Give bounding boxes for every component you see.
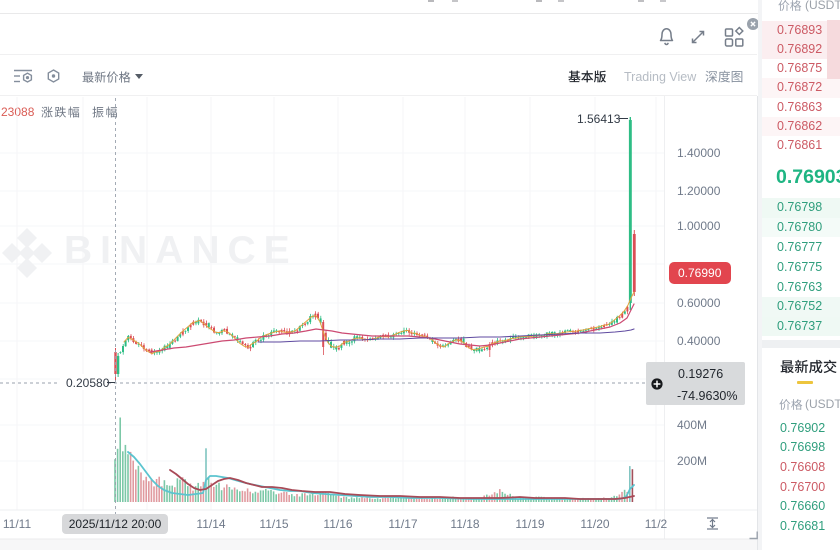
svg-text:11/14: 11/14 (196, 517, 225, 531)
svg-text:11/2: 11/2 (645, 517, 668, 531)
svg-text:11/18: 11/18 (450, 517, 479, 531)
svg-text:BINANCE: BINANCE (64, 229, 298, 272)
svg-text:11/19: 11/19 (515, 517, 544, 531)
svg-text:0.19276: 0.19276 (678, 367, 723, 381)
svg-text:-74.9630%: -74.9630% (677, 389, 737, 403)
svg-text:0.60000: 0.60000 (677, 296, 721, 310)
svg-text:1.20000: 1.20000 (677, 184, 721, 198)
svg-text:11/16: 11/16 (323, 517, 352, 531)
svg-text:0.20580: 0.20580 (66, 376, 110, 390)
svg-text:1.40000: 1.40000 (677, 146, 721, 160)
svg-text:1.56413: 1.56413 (577, 112, 621, 126)
svg-text:11/20: 11/20 (580, 517, 609, 531)
svg-text:11/11: 11/11 (3, 517, 32, 531)
svg-text:11/15: 11/15 (259, 517, 288, 531)
svg-text:1.00000: 1.00000 (677, 219, 721, 233)
svg-text:0.40000: 0.40000 (677, 334, 721, 348)
svg-text:2025/11/12 20:00: 2025/11/12 20:00 (69, 517, 162, 531)
svg-text:400M: 400M (677, 418, 707, 432)
svg-text:11/17: 11/17 (388, 517, 417, 531)
svg-text:200M: 200M (677, 454, 707, 468)
svg-text:0.76990: 0.76990 (678, 266, 722, 280)
